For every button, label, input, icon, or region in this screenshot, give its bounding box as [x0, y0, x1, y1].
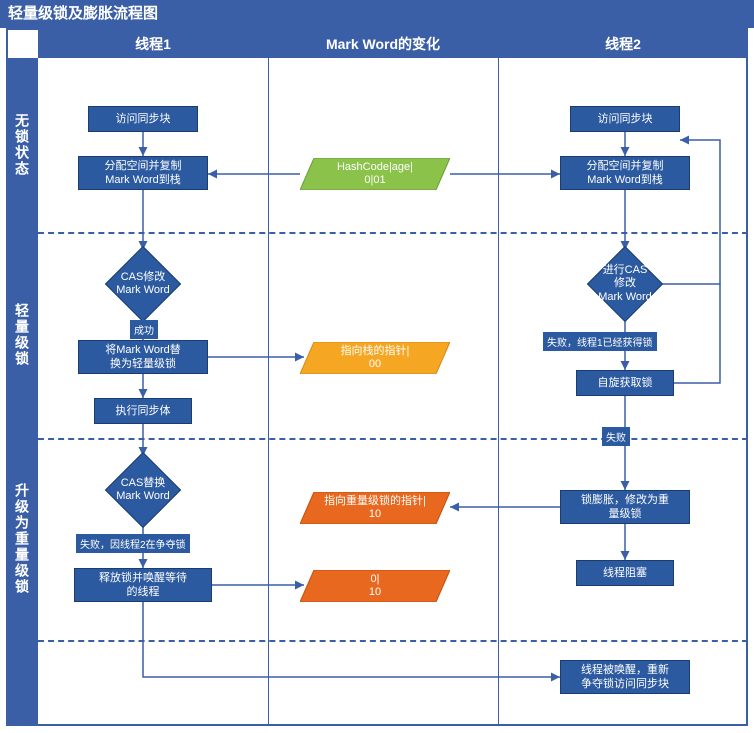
node-t1_alloc: 分配空间并复制Mark Word到栈	[78, 156, 208, 190]
node-t2_alloc: 分配空间并复制Mark Word到栈	[560, 156, 690, 190]
row-divider-2	[38, 438, 748, 440]
row-divider-3	[38, 640, 748, 642]
col-header-thread2: 线程2	[498, 30, 748, 58]
edge-label-t2_fail2: 失败	[602, 427, 630, 446]
node-t1_exec: 执行同步体	[94, 398, 192, 424]
node-t1_release: 释放锁并唤醒等待的线程	[74, 568, 212, 602]
node-mw_orange1: 指向重量级锁的指针|10	[300, 492, 450, 524]
node-t2_wake: 线程被唤醒，重新争夺锁访问同步块	[560, 660, 690, 694]
edge-label-t2_fail1: 失败，线程1已经获得锁	[543, 332, 657, 351]
node-t2_inflate: 锁膨胀，修改为重量级锁	[560, 490, 690, 524]
title-bar: 轻量级锁及膨胀流程图	[0, 0, 754, 28]
row-divider-1	[38, 232, 748, 234]
row-label-lightweight: 轻量级锁	[6, 232, 38, 438]
node-t2_spin: 自旋获取锁	[576, 370, 674, 396]
node-t2_cas: 进行CAS修改Mark Word	[598, 257, 652, 311]
node-mw_green: HashCode|age|0|01	[300, 158, 450, 190]
node-t2_access: 访问同步块	[570, 106, 680, 132]
col-divider-1	[268, 30, 269, 726]
row-label-heavyweight: 升级为重量级锁	[6, 438, 38, 640]
row-label-unlocked: 无锁状态	[6, 58, 38, 232]
node-mw_yellow: 指向栈的指针|00	[300, 342, 450, 374]
diagram-container: 轻量级锁及膨胀流程图 线程1 Mark Word的变化 线程2 无锁状态 轻量级…	[0, 0, 754, 733]
node-mw_orange2: 0|10	[300, 570, 450, 602]
edge-label-success: 成功	[130, 320, 158, 339]
node-t1_cas1: CAS修改Mark Word	[116, 257, 170, 311]
node-t1_access: 访问同步块	[88, 106, 198, 132]
edge-label-t1_fail: 失败，因线程2在争夺锁	[76, 534, 190, 553]
node-t1_replace: 将Mark Word替换为轻量级锁	[78, 340, 208, 374]
row-label-blank	[6, 640, 38, 726]
col-header-mark: Mark Word的变化	[268, 30, 498, 58]
col-divider-2	[498, 30, 499, 726]
node-t2_block: 线程阻塞	[576, 560, 674, 586]
node-t1_cas2: CAS替换Mark Word	[116, 463, 170, 517]
col-header-thread1: 线程1	[38, 30, 268, 58]
